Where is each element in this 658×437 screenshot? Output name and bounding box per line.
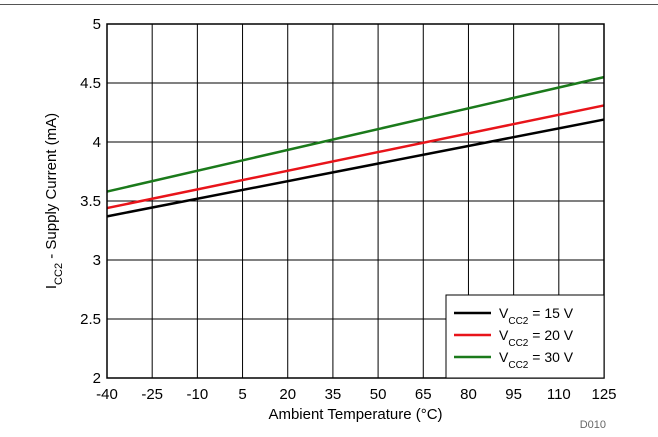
legend-label-main: V — [499, 305, 509, 321]
legend-entry-1: VCC2 = 20 V — [499, 327, 574, 349]
y-axis-title: ICC2 - Supply Current (mA) — [43, 113, 65, 289]
series-line-2 — [106, 75, 605, 193]
x-tick-label: 80 — [460, 386, 477, 403]
legend-label-rest: = 20 V — [528, 327, 573, 343]
y-axis-title-sub: CC2 — [53, 263, 65, 285]
legend-label-main: V — [499, 349, 509, 365]
legend-label-sub: CC2 — [508, 338, 528, 349]
legend-entry-0: VCC2 = 15 V — [499, 305, 574, 327]
legend-box — [445, 294, 605, 379]
x-tick-label: 95 — [505, 386, 522, 403]
y-tick-label: 3 — [93, 252, 101, 269]
x-tick-label: 65 — [415, 386, 432, 403]
x-tick-label: 110 — [547, 386, 571, 403]
top-rule — [0, 4, 658, 5]
series-lines — [106, 75, 605, 218]
y-tick-label: 4.5 — [80, 75, 101, 92]
x-tick-label: 125 — [591, 386, 616, 403]
legend-label-rest: = 15 V — [528, 305, 573, 321]
figure-code: D010 — [580, 419, 606, 431]
series-line-1 — [106, 104, 605, 210]
x-axis-title: Ambient Temperature (°C) — [268, 406, 442, 423]
y-tick-label: 3.5 — [80, 193, 101, 210]
legend-label-sub: CC2 — [508, 360, 528, 371]
y-axis-title-main: I — [43, 285, 60, 289]
x-tick-label: 50 — [370, 386, 387, 403]
legend-label-main: V — [499, 327, 509, 343]
y-tick-label: 5 — [93, 16, 101, 33]
plot-frame — [106, 23, 605, 379]
y-axis-title-rest: - Supply Current (mA) — [43, 113, 60, 263]
y-tick-label: 4 — [93, 134, 101, 151]
y-tick-label: 2.5 — [80, 311, 101, 328]
x-tick-label: 20 — [279, 386, 296, 403]
y-tick-label: 2 — [93, 370, 101, 387]
legend-entry-2: VCC2 = 30 V — [499, 349, 574, 371]
series-line-0 — [106, 118, 605, 218]
y-tick-labels: 2 2.5 3 3.5 4 4.5 5 — [80, 16, 101, 387]
x-tick-label: -40 — [96, 386, 118, 403]
legend-label-rest: = 30 V — [528, 349, 573, 365]
x-tick-label: 35 — [325, 386, 342, 403]
legend-label-sub: CC2 — [508, 316, 528, 327]
x-tick-label: -10 — [187, 386, 209, 403]
x-tick-label: 5 — [238, 386, 246, 403]
x-tick-label: -25 — [141, 386, 163, 403]
x-tick-labels: -40 -25 -10 5 20 35 50 65 80 95 110 125 — [96, 386, 616, 403]
